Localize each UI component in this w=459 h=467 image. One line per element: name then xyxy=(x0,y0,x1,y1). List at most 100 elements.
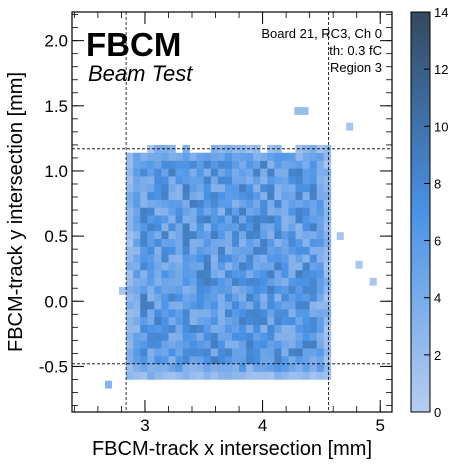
heatmap-cell xyxy=(168,301,176,310)
heatmap-cell xyxy=(168,363,176,372)
heatmap-cell xyxy=(140,269,148,279)
heatmap-cell xyxy=(210,363,219,372)
heatmap-cell xyxy=(316,230,325,240)
heatmap-cell xyxy=(126,348,134,357)
heatmap-cell xyxy=(154,176,162,185)
heatmap-cell xyxy=(217,191,226,200)
heatmap-cell xyxy=(196,160,205,169)
heatmap-cell xyxy=(224,332,233,341)
heatmap-cell xyxy=(288,246,296,255)
heatmap-cell xyxy=(196,223,205,232)
heatmap-cell xyxy=(302,230,310,240)
heatmap-cell xyxy=(232,293,240,302)
colorbar: 0 2 4 6 8 10 12 14 xyxy=(410,5,448,420)
heatmap-cell xyxy=(260,199,268,208)
heatmap-cell xyxy=(274,293,282,302)
heatmap-cell xyxy=(260,207,268,216)
heatmap-cell xyxy=(161,277,169,286)
heatmap-cell xyxy=(133,371,141,380)
heatmap-cell xyxy=(147,144,155,154)
heatmap-cell xyxy=(323,176,332,185)
heatmap-cell xyxy=(239,215,247,224)
heatmap-cell xyxy=(232,309,240,318)
heatmap-cell xyxy=(189,176,198,185)
heatmap-cell xyxy=(260,238,268,247)
heatmap-cell xyxy=(182,277,190,286)
heatmap-cell xyxy=(281,183,289,193)
heatmap-cell xyxy=(295,223,303,232)
heatmap-cell xyxy=(260,285,268,294)
heatmap-cell xyxy=(140,230,148,240)
heatmap-cell xyxy=(232,316,240,326)
heatmap-cell xyxy=(288,293,296,302)
heatmap-cell xyxy=(175,223,183,232)
heatmap-cell xyxy=(217,160,226,169)
heatmap-cell xyxy=(239,309,247,318)
heatmap-cell xyxy=(239,230,247,240)
heatmap-cell xyxy=(168,332,176,341)
heatmap-cell xyxy=(316,348,325,357)
heatmap-cell xyxy=(295,191,303,200)
heatmap-cell xyxy=(309,199,318,208)
heatmap-cells xyxy=(104,107,377,389)
heatmap-cell xyxy=(210,277,219,286)
heatmap-cell xyxy=(239,176,247,185)
heatmap-cell xyxy=(210,215,219,224)
heatmap-cell xyxy=(140,316,148,326)
heatmap-cell xyxy=(309,324,318,333)
heatmap-cell xyxy=(253,191,261,200)
heatmap-cell xyxy=(168,269,176,279)
heatmap-cell xyxy=(224,285,233,294)
heatmap-cell xyxy=(154,269,162,279)
heatmap-cell xyxy=(217,176,226,185)
heatmap-cell xyxy=(182,223,190,232)
heatmap-cell xyxy=(147,152,155,161)
heatmap-cell xyxy=(154,285,162,294)
heatmap-cell xyxy=(224,309,233,318)
heatmap-cell xyxy=(182,144,190,154)
heatmap-cell xyxy=(189,160,198,169)
heatmap-cell xyxy=(224,168,233,177)
heatmap-cell xyxy=(267,348,275,357)
x-tick-label: 3 xyxy=(140,416,149,435)
heatmap-cell xyxy=(295,363,303,372)
y-tick-label: 0.0 xyxy=(44,292,68,311)
heatmap-cell xyxy=(274,301,282,310)
heatmap-cell xyxy=(224,183,233,193)
heatmap-cell xyxy=(210,199,219,208)
heatmap-cell xyxy=(253,324,261,333)
heatmap-cell xyxy=(267,269,275,279)
heatmap-cell xyxy=(210,183,219,193)
heatmap-cell xyxy=(260,215,268,224)
heatmap-cell xyxy=(246,269,254,279)
heatmap-cell xyxy=(232,230,240,240)
heatmap-cell xyxy=(281,316,289,326)
heatmap-cell xyxy=(168,262,176,271)
heatmap-cell xyxy=(309,363,318,372)
heatmap-cell xyxy=(288,238,296,247)
heatmap-cell xyxy=(196,340,205,349)
heatmap-cell xyxy=(217,309,226,318)
heatmap-cell xyxy=(196,238,205,247)
heatmap-cell xyxy=(224,293,233,302)
heatmap-cell xyxy=(239,168,247,177)
heatmap-cell xyxy=(260,262,268,271)
heatmap-cell xyxy=(182,324,190,333)
heatmap-cell xyxy=(267,355,275,365)
colorbar-tick-label: 0 xyxy=(434,405,441,420)
heatmap-cell xyxy=(210,301,219,310)
heatmap-cell xyxy=(154,160,162,169)
brand-subtitle: Beam Test xyxy=(88,61,193,86)
heatmap-cell xyxy=(210,254,219,263)
heatmap-cell xyxy=(309,215,318,224)
heatmap-cell xyxy=(168,316,176,326)
heatmap-cell xyxy=(182,316,190,326)
heatmap-cell xyxy=(295,285,303,294)
heatmap-cell xyxy=(267,246,275,255)
heatmap-cell xyxy=(154,199,162,208)
heatmap-cell xyxy=(224,246,233,255)
heatmap-cell xyxy=(133,363,141,372)
heatmap-cell xyxy=(288,152,296,161)
heatmap-cell xyxy=(239,160,247,169)
heatmap-cell xyxy=(140,246,148,255)
